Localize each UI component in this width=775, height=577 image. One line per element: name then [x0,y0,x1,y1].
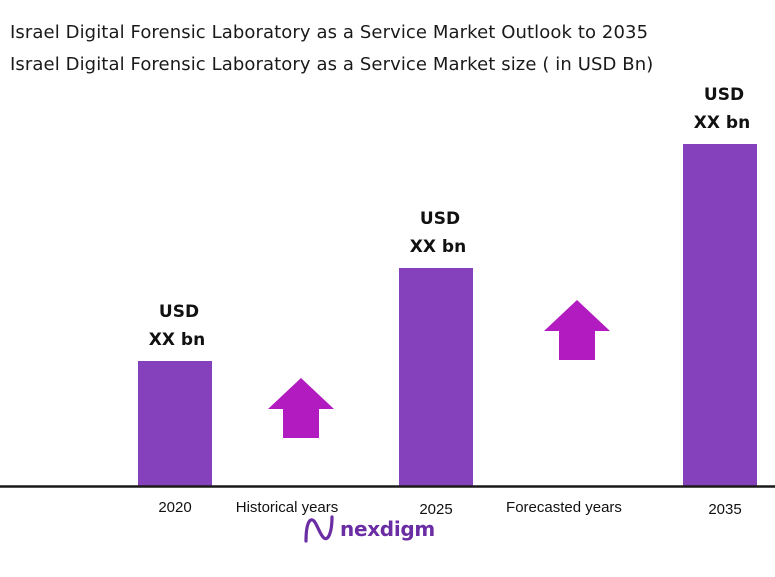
chart-subtitle: Israel Digital Forensic Laboratory as a … [10,54,654,75]
x-tick-label-2020: 2020 [158,499,191,516]
bar-2025 [399,268,473,486]
period-label-historical: Historical years [236,499,339,516]
up-arrow-historical [268,378,334,438]
logo-text: nexdigm [340,517,435,541]
nexdigm-logo: nexdigm [302,512,435,546]
value-label-line1: USD [704,85,744,105]
bar-2020 [138,361,212,486]
nexdigm-logo-icon [304,515,334,543]
value-label-line2: XX bn [694,113,750,133]
x-tick-label-2035: 2035 [708,501,741,518]
value-label-line2: XX bn [149,330,205,350]
value-label-line2: XX bn [410,237,466,257]
bar-2035 [683,144,757,486]
x-tick-label-2025: 2025 [419,501,452,518]
value-label-line1: USD [420,209,460,229]
value-label-line1: USD [159,302,199,322]
chart-title: Israel Digital Forensic Laboratory as a … [10,22,649,43]
up-arrow-forecasted [544,300,610,360]
period-label-forecasted: Forecasted years [506,499,622,516]
